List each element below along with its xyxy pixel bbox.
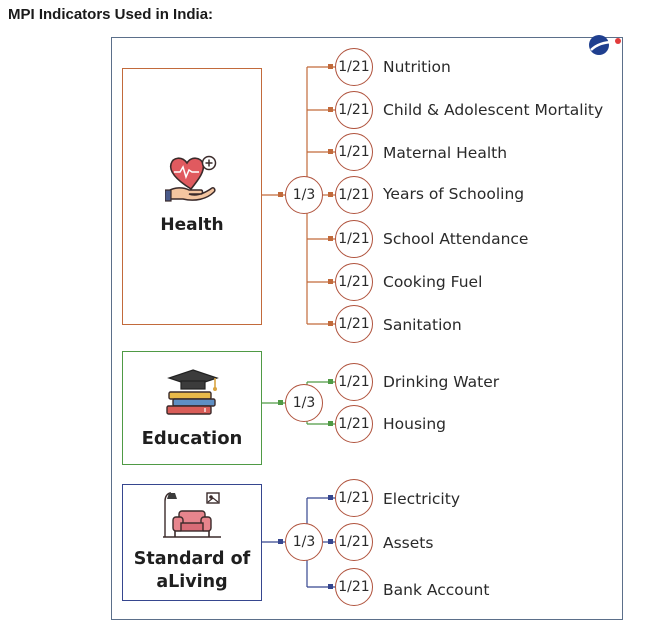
indicator-weight-circle: 1/21 bbox=[335, 176, 373, 214]
living-box: Standard of aLiving bbox=[122, 484, 262, 601]
indicator-weight-circle: 1/21 bbox=[335, 263, 373, 301]
education-box: Education bbox=[122, 351, 262, 465]
diagram-frame bbox=[111, 37, 623, 620]
indicator-weight-circle: 1/21 bbox=[335, 48, 373, 86]
indicator-weight-circle: 1/21 bbox=[335, 133, 373, 171]
living-label-line2: aLiving bbox=[156, 572, 228, 592]
page-title: MPI Indicators Used in India: bbox=[8, 6, 214, 23]
health-weight-circle: 1/3 bbox=[285, 176, 323, 214]
education-weight-circle: 1/3 bbox=[285, 384, 323, 422]
education-label: Education bbox=[141, 428, 243, 449]
indicator-weight-circle: 1/21 bbox=[335, 479, 373, 517]
indicator-label: Cooking Fuel bbox=[383, 273, 483, 291]
health-box: Health bbox=[122, 68, 262, 325]
indicator-label: Nutrition bbox=[383, 58, 451, 76]
indicator-label: Housing bbox=[383, 415, 447, 433]
indicator-weight-circle: 1/21 bbox=[335, 405, 373, 443]
indicator-label: Drinking Water bbox=[383, 373, 500, 391]
indicator-label: Sanitation bbox=[383, 316, 462, 334]
indicator-label: School Attendance bbox=[383, 230, 529, 248]
brand-logo-icon bbox=[589, 35, 621, 55]
indicator-label: Child & Adolescent Mortality bbox=[383, 101, 604, 119]
books-graduation-cap-icon bbox=[166, 369, 219, 415]
indicator-label: Maternal Health bbox=[383, 144, 508, 162]
indicator-label: Bank Account bbox=[383, 581, 490, 599]
indicator-weight-circle: 1/21 bbox=[335, 568, 373, 606]
armchair-lamp-icon bbox=[163, 492, 221, 538]
indicator-label: Years of Schooling bbox=[383, 185, 525, 203]
indicator-weight-circle: 1/21 bbox=[335, 91, 373, 129]
indicator-weight-circle: 1/21 bbox=[335, 523, 373, 561]
connector-markers bbox=[278, 64, 333, 589]
indicator-label: Assets bbox=[383, 534, 434, 552]
indicator-label: Electricity bbox=[383, 490, 460, 508]
living-label-line1: Standard of bbox=[133, 549, 251, 569]
indicator-weight-circle: 1/21 bbox=[335, 305, 373, 343]
health-label: Health bbox=[160, 215, 224, 235]
indicator-weight-circle: 1/21 bbox=[335, 363, 373, 401]
living-weight-circle: 1/3 bbox=[285, 523, 323, 561]
heart-in-hand-icon bbox=[165, 155, 217, 202]
indicator-weight-circle: 1/21 bbox=[335, 220, 373, 258]
